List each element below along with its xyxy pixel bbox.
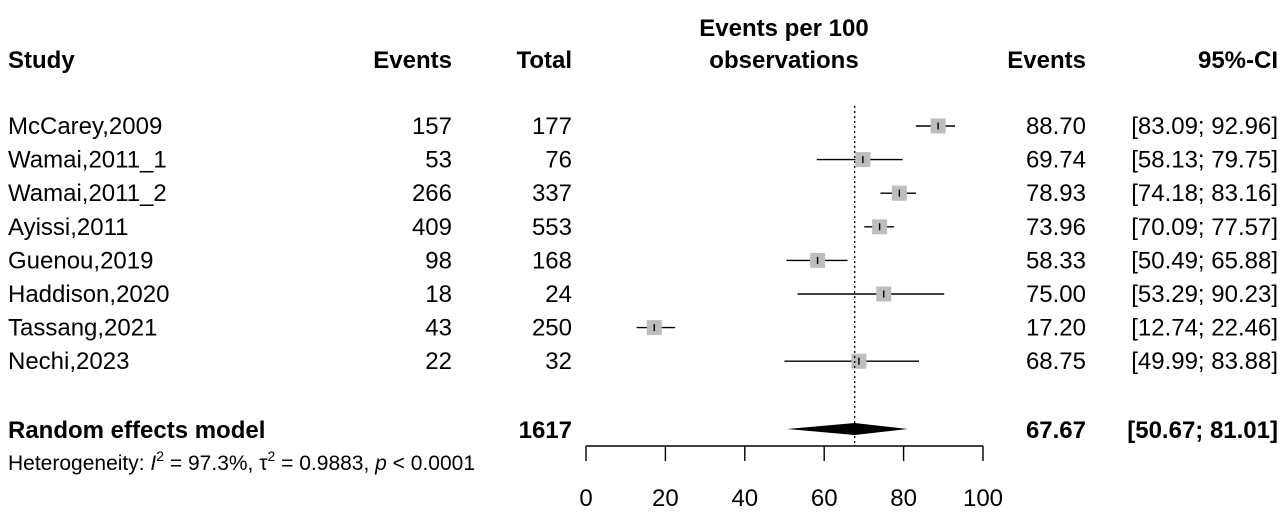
study-row: Nechi,2023 22 32 68.75 [49.99; 83.88] <box>8 348 1278 375</box>
study-ci: [58.13; 79.75] <box>1131 147 1278 174</box>
study-estimate: 58.33 <box>1026 247 1086 274</box>
study-estimate: 69.74 <box>1026 147 1086 174</box>
study-name: Tassang,2021 <box>8 315 157 342</box>
study-row: Ayissi,2011 409 553 73.96 [70.09; 77.57] <box>8 214 1278 241</box>
study-total: 24 <box>545 281 572 308</box>
study-ci: [50.49; 65.88] <box>1131 247 1278 274</box>
het-i2-value: = 97.3%, <box>164 452 259 475</box>
study-ci: [70.09; 77.57] <box>1131 214 1278 241</box>
summary-total: 1617 <box>519 417 572 444</box>
axis-tick-label: 100 <box>963 485 1003 512</box>
het-i2-sup: 2 <box>156 448 164 464</box>
header-events: Events <box>373 47 452 74</box>
study-total: 32 <box>545 348 572 375</box>
header-study: Study <box>8 47 75 74</box>
het-prefix: Heterogeneity: <box>8 452 150 475</box>
study-estimate: 78.93 <box>1026 180 1086 207</box>
study-ci: [83.09; 92.96] <box>1131 113 1278 140</box>
summary-label: Random effects model <box>8 417 265 444</box>
study-ci: [74.18; 83.16] <box>1131 180 1278 207</box>
study-total: 76 <box>545 147 572 174</box>
het-tau-symbol: τ <box>259 452 268 475</box>
study-estimate: 75.00 <box>1026 281 1086 308</box>
study-events: 266 <box>412 180 452 207</box>
study-ci: [53.29; 90.23] <box>1131 281 1278 308</box>
study-ci: [49.99; 83.88] <box>1131 348 1278 375</box>
study-total: 250 <box>532 315 572 342</box>
study-total: 337 <box>532 180 572 207</box>
header-total: Total <box>516 47 572 74</box>
header-plot-line1: Events per 100 <box>699 15 868 42</box>
het-p-value: < 0.0001 <box>387 452 475 475</box>
study-estimate: 73.96 <box>1026 214 1086 241</box>
study-events: 53 <box>425 147 452 174</box>
study-row: Wamai,2011_1 53 76 69.74 [58.13; 79.75] <box>8 147 1278 174</box>
study-estimate: 17.20 <box>1026 315 1086 342</box>
study-name: Guenou,2019 <box>8 247 153 274</box>
study-total: 177 <box>532 113 572 140</box>
x-axis: 0 20 40 60 80 100 <box>579 445 1003 512</box>
study-estimate: 88.70 <box>1026 113 1086 140</box>
study-row: Wamai,2011_2 266 337 78.93 [74.18; 83.16] <box>8 180 1278 207</box>
het-p-symbol: p <box>374 452 387 475</box>
summary-diamond <box>787 423 908 435</box>
axis-tick-label: 40 <box>731 485 758 512</box>
het-i2-symbol: I <box>150 452 156 475</box>
study-name: Ayissi,2011 <box>8 214 129 241</box>
study-events: 157 <box>412 113 452 140</box>
study-row: McCarey,2009 157 177 88.70 [83.09; 92.96] <box>8 113 1278 140</box>
study-estimate: 68.75 <box>1026 348 1086 375</box>
study-rows: McCarey,2009 157 177 88.70 [83.09; 92.96] Wam… <box>8 113 1278 375</box>
study-name: Nechi,2023 <box>8 348 129 375</box>
het-tau-value: = 0.9883, <box>275 452 375 475</box>
study-events: 43 <box>425 315 452 342</box>
header-events-estimate: Events <box>1007 47 1086 74</box>
axis-tick-label: 80 <box>890 485 917 512</box>
study-total: 553 <box>532 214 572 241</box>
header-plot-line2: observations <box>709 47 858 74</box>
het-tau-sup: 2 <box>268 448 276 464</box>
study-row: Haddison,2020 18 24 75.00 [53.29; 90.23] <box>8 281 1278 308</box>
study-name: Wamai,2011_2 <box>8 180 167 207</box>
axis-tick-label: 20 <box>652 485 679 512</box>
axis-tick-label: 60 <box>811 485 838 512</box>
study-row: Guenou,2019 98 168 58.33 [50.49; 65.88] <box>8 247 1278 274</box>
study-name: McCarey,2009 <box>8 113 162 140</box>
study-total: 168 <box>532 247 572 274</box>
study-events: 18 <box>425 281 452 308</box>
summary-ci: [50.67; 81.01] <box>1127 417 1278 444</box>
summary-estimate: 67.67 <box>1026 417 1086 444</box>
study-events: 409 <box>412 214 452 241</box>
study-name: Wamai,2011_1 <box>8 147 167 174</box>
study-name: Haddison,2020 <box>8 281 169 308</box>
header-ci: 95%-CI <box>1198 47 1278 74</box>
study-row: Tassang,2021 43 250 17.20 [12.74; 22.46] <box>8 315 1278 342</box>
study-events: 98 <box>425 247 452 274</box>
study-events: 22 <box>425 348 452 375</box>
study-ci: [12.74; 22.46] <box>1131 315 1278 342</box>
axis-tick-label: 0 <box>579 485 592 512</box>
heterogeneity-text: Heterogeneity: I2 = 97.3%, τ2 = 0.9883, … <box>8 448 475 475</box>
